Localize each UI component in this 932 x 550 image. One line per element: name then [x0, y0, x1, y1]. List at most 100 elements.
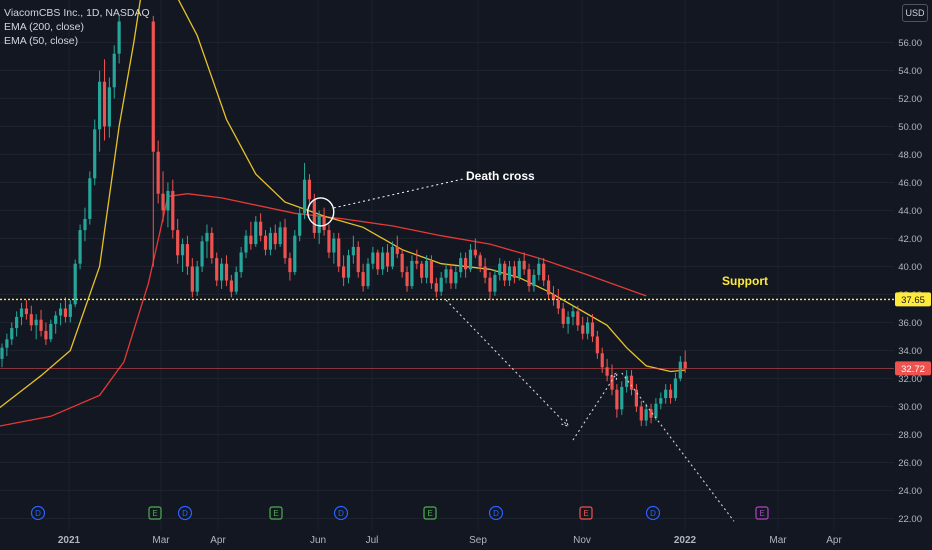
candle [24, 300, 28, 320]
price-tick-label: 52.00 [898, 94, 922, 105]
marker-letter: E [152, 509, 157, 518]
grid [0, 0, 894, 530]
candle [424, 255, 429, 284]
price-tick-label: 50.00 [898, 122, 922, 133]
candle [415, 249, 419, 270]
candle-body [263, 235, 268, 250]
candle [586, 316, 590, 340]
candle [483, 258, 487, 284]
candle [532, 269, 536, 292]
candle [185, 235, 190, 275]
candle-body [195, 266, 199, 292]
candle [342, 255, 346, 287]
price-tick-label: 40.00 [898, 262, 922, 273]
candle [63, 297, 68, 323]
candle [298, 207, 302, 242]
candle [346, 249, 351, 284]
candle-body [678, 361, 682, 379]
candle [512, 260, 516, 284]
candle-body [39, 319, 43, 331]
candle-body [507, 266, 512, 281]
candle-body [215, 258, 219, 281]
currency-button[interactable]: USD [902, 4, 928, 22]
marker-shape [269, 506, 283, 520]
candle [488, 272, 492, 301]
candle-body [107, 87, 111, 127]
candle [19, 302, 24, 326]
candle [561, 302, 565, 329]
candle-body [29, 314, 33, 326]
candle [517, 258, 521, 281]
candle [332, 232, 336, 264]
candle [507, 260, 512, 287]
candle-body [234, 272, 238, 292]
candle-body [54, 315, 58, 324]
candle [278, 221, 282, 247]
candle [166, 182, 170, 228]
candle-body [498, 263, 502, 275]
candle-body [649, 409, 653, 418]
candle-body [405, 272, 409, 287]
candle-body [302, 179, 307, 214]
candle [0, 343, 4, 368]
time-tick-label: Jun [310, 535, 326, 546]
candle-body [644, 409, 648, 421]
candle-body [0, 347, 4, 359]
candle-body [19, 308, 24, 317]
candle-body [298, 213, 302, 236]
candle-body [161, 193, 165, 211]
marker-shape [488, 505, 504, 521]
candle [673, 372, 678, 401]
candle [244, 230, 248, 259]
candle-body [273, 232, 277, 245]
candle-body [566, 316, 570, 324]
candle [639, 400, 643, 427]
candle [234, 266, 238, 295]
marker-shape [645, 505, 661, 521]
time-tick-label: Sep [469, 535, 487, 546]
candle-body [24, 308, 28, 315]
candle-body [400, 253, 404, 273]
candle-body [610, 375, 614, 390]
candle [644, 403, 648, 427]
time-scale[interactable]: 2021 Mar Apr Jun Jul Sep Nov 2022 Mar Apr [0, 530, 932, 550]
marker-shape [177, 505, 193, 521]
candle [151, 15, 155, 267]
candle [429, 255, 434, 289]
candle [615, 384, 619, 418]
candle [88, 171, 92, 225]
price-scale-bg [894, 0, 932, 550]
time-tick-label: Apr [826, 535, 842, 546]
candle [29, 305, 33, 331]
candle [551, 286, 556, 306]
candle-body [537, 263, 541, 275]
candle [527, 263, 531, 292]
candle-body [307, 179, 312, 200]
earnings-marker: E [269, 506, 283, 520]
candle [351, 235, 355, 264]
candle [224, 255, 229, 287]
candle-body [517, 260, 521, 278]
candle-body [620, 386, 624, 410]
candles [0, 15, 687, 427]
candle [205, 224, 209, 259]
candle-body [385, 252, 390, 267]
ema200-layer [0, 193, 647, 427]
candle [44, 322, 48, 345]
price-scale[interactable]: 22.00 24.00 26.00 28.00 30.00 32.00 34.00 36.00… [894, 0, 932, 550]
candle-body [488, 277, 492, 292]
candle [390, 241, 394, 270]
marker-shape [30, 505, 46, 521]
candle-body [668, 389, 673, 399]
candle [595, 330, 599, 359]
candle [434, 277, 438, 298]
candle [468, 244, 473, 273]
candle-body [346, 255, 351, 278]
candle [15, 311, 19, 337]
candle-body [376, 252, 380, 270]
candle-body [571, 311, 575, 317]
candle-body [224, 263, 229, 281]
candle [58, 302, 63, 326]
candle [664, 384, 668, 404]
